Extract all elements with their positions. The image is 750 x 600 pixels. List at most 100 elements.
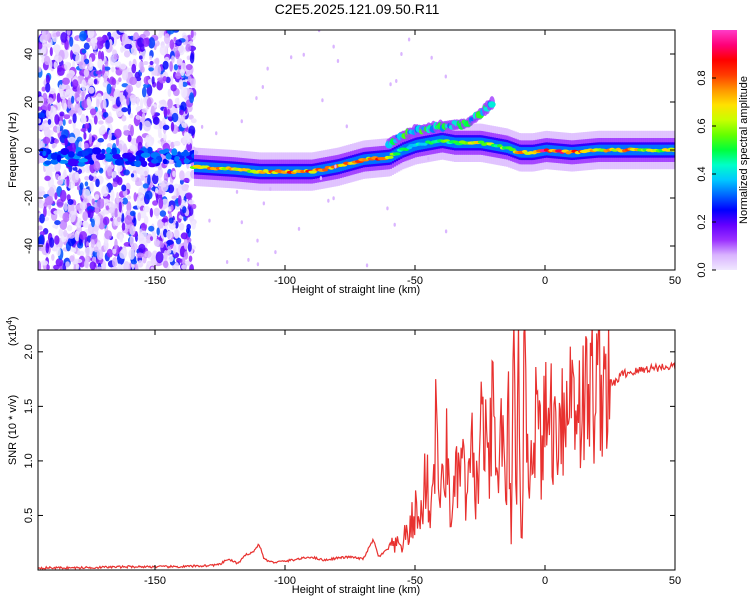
heatmap-cell [80, 115, 87, 124]
heatmap-cell [95, 153, 106, 161]
heatmap-cell [297, 226, 301, 231]
heatmap-cell [72, 247, 77, 253]
heatmap-cell [96, 38, 104, 50]
heatmap-cell [95, 70, 103, 75]
heatmap-cell [149, 236, 154, 242]
heatmap-cell [171, 55, 175, 64]
heatmap-cell [123, 124, 129, 131]
heatmap-cell [45, 109, 50, 118]
heatmap-cell [129, 94, 137, 103]
heatmap-cell [141, 86, 147, 98]
heatmap-cell [88, 133, 93, 145]
x-tick-label: -100 [274, 275, 296, 287]
heatmap-cell [47, 118, 52, 125]
heatmap-cell [172, 170, 176, 178]
heatmap-cell [177, 195, 182, 206]
heatmap-cell [136, 96, 140, 107]
colorbar-ticks: 0.0 0.2 0.4 0.6 0.8 [696, 70, 716, 278]
heatmap-cell [187, 242, 192, 252]
heatmap-cell [68, 210, 76, 223]
heatmap-cell [180, 151, 191, 157]
heatmap-cell [477, 140, 485, 144]
heatmap-cell [130, 173, 135, 178]
heatmap-cell [89, 261, 96, 270]
heatmap-cell [190, 118, 197, 124]
heatmap-cell [47, 209, 51, 216]
heatmap-cell [94, 194, 100, 201]
heatmap-cell [98, 126, 107, 135]
heatmap-cell [105, 205, 109, 210]
heatmap-cell [430, 55, 433, 60]
heatmap-cell [181, 183, 189, 192]
heatmap-cell [175, 237, 182, 245]
heatmap-cell [183, 239, 188, 250]
heatmap-cell [39, 231, 46, 236]
heatmap-cell [190, 30, 194, 39]
spectrogram-y-ticks: -40 -20 0 20 40 [23, 48, 675, 254]
y-tick-label: 1.5 [23, 399, 35, 414]
heatmap-cell [139, 66, 145, 73]
heatmap-cell [48, 186, 55, 199]
heatmap-cell [151, 76, 155, 85]
heatmap-cell [91, 198, 95, 205]
heatmap-cell [87, 208, 94, 219]
heatmap-cell [94, 206, 100, 215]
heatmap-cell [117, 263, 123, 270]
heatmap-cell [92, 147, 102, 155]
heatmap-cell [101, 185, 109, 197]
heatmap-cell [119, 234, 124, 243]
heatmap-cell [131, 63, 137, 74]
snr-y-label: SNR (10 * v/v) [7, 395, 19, 465]
heatmap-cell [62, 77, 70, 85]
heatmap-cell [289, 55, 293, 60]
heatmap-cell [54, 192, 58, 200]
heatmap-cell [139, 121, 143, 131]
heatmap-cell [176, 58, 183, 66]
heatmap-cell [153, 124, 161, 130]
heatmap-cell [444, 74, 447, 79]
colorbar-tick-label: 0.4 [696, 166, 708, 181]
heatmap-cell [169, 75, 174, 88]
heatmap-cell [123, 129, 131, 136]
heatmap-cell [70, 95, 75, 104]
heatmap-cell [397, 147, 401, 158]
heatmap-cell [134, 160, 142, 167]
heatmap-cell [153, 207, 160, 217]
heatmap-cell [59, 111, 65, 117]
heatmap-cell [69, 255, 75, 262]
heatmap-cell [177, 151, 182, 157]
heatmap-cell [127, 86, 131, 98]
x-tick-label: 0 [542, 275, 548, 287]
heatmap-cell [161, 218, 168, 223]
heatmap-cell [111, 66, 115, 73]
heatmap-cell [81, 91, 85, 101]
heatmap-cell [133, 217, 137, 227]
heatmap-cell [155, 187, 159, 194]
x-tick-label: 50 [669, 275, 681, 287]
heatmap-cell [118, 77, 122, 83]
x-tick-label: -50 [407, 575, 423, 587]
heatmap-cell [119, 63, 127, 70]
heatmap-cell [63, 229, 68, 238]
heatmap-cell [122, 152, 130, 159]
heatmap-cell [162, 60, 169, 70]
heatmap-cell [159, 30, 163, 37]
heatmap-cell [82, 211, 89, 222]
heatmap-cell [116, 164, 123, 173]
heatmap-cell [159, 44, 168, 56]
heatmap-cell [124, 215, 133, 225]
heatmap-cell [171, 195, 178, 200]
heatmap-cell [123, 50, 131, 58]
heatmap-cell [97, 58, 104, 69]
heatmap-cell [182, 137, 186, 146]
heatmap-cell [142, 37, 150, 48]
heatmap-cell [98, 168, 104, 174]
heatmap-cell [129, 225, 136, 236]
heatmap-cell [186, 135, 192, 145]
heatmap-cell [109, 95, 114, 102]
heatmap-cell [173, 36, 177, 42]
heatmap-cell [49, 46, 53, 57]
heatmap-cell [143, 120, 152, 132]
heatmap-cell [160, 180, 169, 192]
